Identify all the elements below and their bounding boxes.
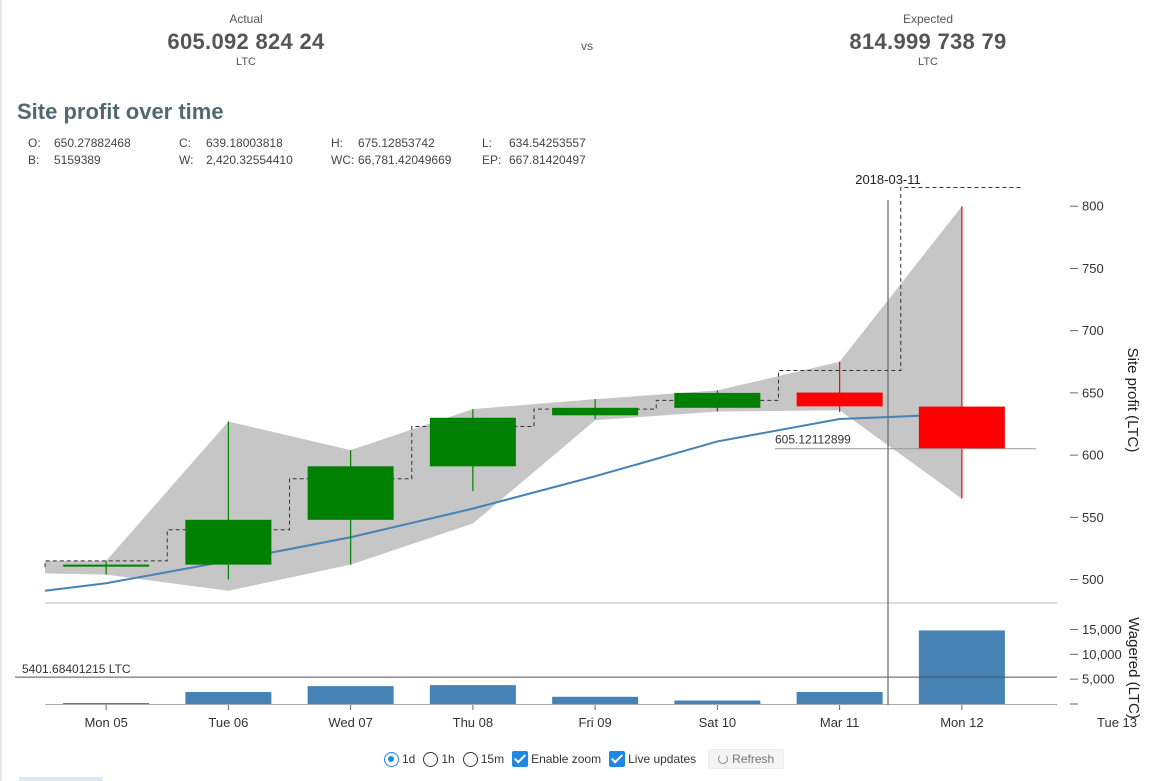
wagered-bar <box>63 703 150 704</box>
x-tick-label: Tue 13 <box>1097 715 1137 730</box>
radio-icon[interactable] <box>423 751 439 767</box>
y-tick-label: 500 <box>1082 572 1104 587</box>
y-tick-label: 800 <box>1082 199 1104 214</box>
wagered-y-tick-label: 5,000 <box>1082 672 1115 687</box>
candle-body <box>307 466 394 520</box>
ohlc-low: L: 634.54253557 <box>482 136 586 150</box>
radio-selected-icon[interactable] <box>384 751 399 767</box>
wagered-y-tick-label: 10,000 <box>1082 647 1122 662</box>
actual-unit: LTC <box>236 56 256 68</box>
ohlc-wagered-value: 2,420.32554410 <box>206 153 293 167</box>
ohlc-wagered: W: 2,420.32554410 <box>179 153 293 167</box>
interval-15m-option[interactable]: 15m <box>462 751 505 767</box>
candle-body <box>185 519 272 565</box>
left-edge <box>0 0 2 781</box>
expected-stat: Expected 814.999 738 79 LTC <box>798 12 1058 68</box>
ohlc-low-value: 634.54253557 <box>509 136 586 150</box>
ohlc-high: H: 675.12853742 <box>331 136 435 150</box>
enable-zoom-label: Enable zoom <box>531 752 602 766</box>
crosshair-date-label: 2018-03-11 <box>855 172 921 187</box>
ohlc-ep-value: 667.81420497 <box>509 153 586 167</box>
x-tick-label: Sat 10 <box>699 715 737 730</box>
ohlc-high-value: 675.12853742 <box>358 136 435 150</box>
ohlc-low-label: L: <box>482 136 493 150</box>
y-tick-label: 650 <box>1082 385 1104 400</box>
ohlc-wagered-label: W: <box>179 153 194 167</box>
refresh-icon <box>718 754 729 764</box>
wagered-y-tick-label: 15,000 <box>1082 622 1122 637</box>
refresh-button[interactable]: Refresh <box>708 749 785 769</box>
x-tick-label: Fri 09 <box>579 715 612 730</box>
x-tick-label: Thu 08 <box>453 715 493 730</box>
actual-caption: Actual <box>229 12 263 26</box>
ohlc-wc-value: 66,781.42049669 <box>358 153 452 167</box>
checkbox-checked-icon[interactable] <box>512 751 529 767</box>
chart-controls: 1d 1h 15m Enable zoom Live updates Refre… <box>384 748 785 770</box>
candle-body <box>429 417 516 467</box>
ohlc-open-label: O: <box>28 136 41 150</box>
interval-1h-option[interactable]: 1h <box>423 751 455 767</box>
candle-body <box>674 392 761 408</box>
wagered-bar <box>918 630 1005 704</box>
x-tick-label: Wed 07 <box>328 715 373 730</box>
expected-caption: Expected <box>902 12 954 26</box>
ohlc-ep-label: EP: <box>482 153 502 167</box>
wagered-bar <box>185 691 272 704</box>
vs-label: vs <box>581 39 593 53</box>
enable-zoom-toggle[interactable]: Enable zoom <box>512 751 601 767</box>
actual-stat: Actual 605.092 824 24 LTC <box>116 12 376 68</box>
ohlc-bets-label: B: <box>28 153 40 167</box>
radio-icon[interactable] <box>462 751 478 767</box>
live-updates-label: Live updates <box>628 752 697 766</box>
site-profit-chart[interactable]: 605.12112899 5401.68401215 LTC 2018-03-11 5… <box>0 0 1169 745</box>
candle-body <box>63 564 150 567</box>
ohlc-close-label: C: <box>179 136 191 150</box>
bottom-tab-indicator <box>19 777 103 781</box>
x-tick-label: Mar 11 <box>820 715 860 730</box>
ohlc-high-label: H: <box>331 136 343 150</box>
trend-line <box>44 413 962 592</box>
ohlc-open-value: 650.27882468 <box>54 136 131 150</box>
x-tick-label: Tue 06 <box>208 715 248 730</box>
interval-1d-option[interactable]: 1d <box>384 751 416 767</box>
y-tick-label: 700 <box>1082 323 1104 338</box>
wagered-bar <box>674 700 761 704</box>
wagered-bar <box>307 686 394 704</box>
ohlc-close: C: 639.18003818 <box>179 136 283 150</box>
y-tick-label: 600 <box>1082 448 1104 463</box>
y-tick-label: 550 <box>1082 510 1104 525</box>
expected-unit: LTC <box>918 56 938 68</box>
wagered-axis-label: Wagered (LTC) <box>1125 617 1142 719</box>
ohlc-bets-value: 5159389 <box>54 153 101 167</box>
candle-body <box>796 392 883 407</box>
ohlc-wc-label: WC: <box>331 153 355 167</box>
expected-value: 814.999 738 79 <box>849 29 1007 54</box>
wagered-bar <box>796 691 883 704</box>
ohlc-bets: B: 5159389 <box>28 153 101 167</box>
live-updates-toggle[interactable]: Live updates <box>609 751 696 767</box>
x-tick-label: Mon 05 <box>84 715 127 730</box>
current-price-label: 605.12112899 <box>775 433 851 447</box>
wagered-bar <box>552 696 639 704</box>
interval-1h-label: 1h <box>441 752 455 766</box>
y-tick-label: 750 <box>1082 261 1104 276</box>
chart-title: Site profit over time <box>17 99 224 124</box>
candle-body <box>918 406 1005 449</box>
wagered-bar <box>429 685 516 704</box>
refresh-label: Refresh <box>732 752 775 766</box>
ohlc-open: O: 650.27882468 <box>28 136 131 150</box>
y-axis-label: Site profit (LTC) <box>1124 348 1141 453</box>
interval-1d-label: 1d <box>402 752 416 766</box>
candle-body <box>552 407 639 416</box>
expected-profit-step-line <box>44 187 1023 568</box>
checkbox-checked-icon[interactable] <box>609 751 626 767</box>
interval-15m-label: 15m <box>480 752 505 766</box>
x-tick-label: Mon 12 <box>940 715 983 730</box>
ohlc-wagered-cumulative: WC: 66,781.42049669 <box>331 153 451 167</box>
ohlc-close-value: 639.18003818 <box>206 136 283 150</box>
range-band <box>45 206 962 591</box>
ohlc-expected-profit: EP: 667.81420497 <box>482 153 586 167</box>
actual-value: 605.092 824 24 <box>167 29 325 54</box>
wagered-crosshair-label: 5401.68401215 LTC <box>22 662 131 676</box>
